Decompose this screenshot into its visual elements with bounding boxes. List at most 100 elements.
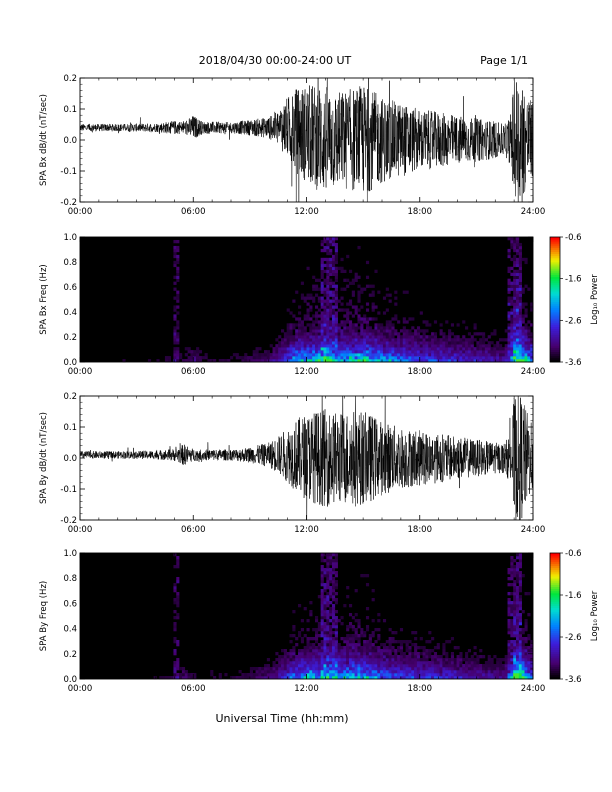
heatmap-cell xyxy=(411,664,415,668)
colorbar-segment xyxy=(550,611,560,615)
heatmap-cell xyxy=(516,574,520,578)
heatmap-cell xyxy=(314,670,319,674)
heatmap-cell xyxy=(428,335,432,339)
heatmap-cell xyxy=(476,332,480,336)
x-tick-label: 24:00 xyxy=(521,367,546,377)
heatmap-cell xyxy=(314,293,319,297)
heatmap-cell xyxy=(298,329,302,333)
heatmap-cell xyxy=(363,649,367,653)
x-tick-label: 18:00 xyxy=(408,684,433,694)
heatmap-cell xyxy=(518,275,522,279)
colorbar-segment xyxy=(550,670,560,674)
colorbar-segment xyxy=(550,607,560,611)
heatmap-cell xyxy=(391,649,395,653)
heatmap-cell xyxy=(326,338,330,342)
heatmap-cell xyxy=(348,658,353,662)
heatmap-cell xyxy=(507,622,511,626)
heatmap-cell xyxy=(445,673,449,677)
heatmap-cell xyxy=(300,344,304,348)
colorbar-segment xyxy=(550,666,560,669)
heatmap-cell xyxy=(482,359,486,363)
heatmap-cell xyxy=(442,667,446,671)
heatmap-cell xyxy=(436,356,440,360)
colorbar-segment xyxy=(550,253,560,257)
heatmap-cell xyxy=(312,335,316,339)
heatmap-cell xyxy=(317,628,321,632)
heatmap-cell xyxy=(467,341,472,345)
heatmap-cell xyxy=(354,353,358,357)
heatmap-cell xyxy=(298,311,302,315)
heatmap-cell xyxy=(351,664,355,668)
heatmap-cell xyxy=(331,559,336,563)
heatmap-cell xyxy=(513,329,517,333)
heatmap-cell xyxy=(317,296,321,300)
heatmap-cell xyxy=(382,655,387,659)
heatmap-cell xyxy=(320,338,324,342)
heatmap-cell xyxy=(348,350,353,354)
heatmap-cell xyxy=(411,652,415,656)
heatmap-cell xyxy=(402,661,406,665)
heatmap-cell xyxy=(516,296,520,300)
heatmap-cell xyxy=(337,356,341,360)
heatmap-cell xyxy=(422,649,426,653)
heatmap-cell xyxy=(414,350,418,354)
heatmap-cell xyxy=(371,332,375,336)
heatmap-cell xyxy=(388,326,392,330)
heatmap-cell xyxy=(490,347,494,351)
heatmap-cell xyxy=(408,356,412,360)
heatmap-cell xyxy=(326,580,330,584)
heatmap-cell xyxy=(343,338,347,342)
heatmap-cell xyxy=(329,634,333,638)
heatmap-cell xyxy=(527,350,531,354)
heatmap-cell xyxy=(507,302,511,306)
heatmap-cell xyxy=(470,676,474,680)
heatmap-cell xyxy=(295,673,299,677)
heatmap-cell xyxy=(518,646,522,650)
heatmap-cell xyxy=(306,664,310,668)
heatmap-cell xyxy=(473,353,477,357)
colorbar-segment xyxy=(550,618,560,621)
heatmap-cell xyxy=(470,667,474,671)
heatmap-cell xyxy=(298,634,302,638)
heatmap-cell xyxy=(334,329,338,333)
heatmap-cell xyxy=(320,353,324,357)
heatmap-cell xyxy=(510,272,514,276)
heatmap-cell xyxy=(425,655,429,659)
heatmap-cell xyxy=(380,661,384,665)
heatmap-cell xyxy=(329,290,333,294)
heatmap-cell xyxy=(331,335,336,339)
heatmap-cell xyxy=(298,604,302,608)
heatmap-cell xyxy=(300,661,304,665)
heatmap-cell xyxy=(442,649,446,653)
heatmap-cell xyxy=(278,353,282,357)
heatmap-cell xyxy=(298,356,302,360)
heatmap-cell xyxy=(184,359,188,363)
heatmap-cell xyxy=(496,664,500,668)
heatmap-cell xyxy=(173,652,177,656)
heatmap-cell xyxy=(323,601,327,605)
heatmap-cell xyxy=(173,326,177,330)
heatmap-cell xyxy=(312,344,316,348)
heatmap-cell xyxy=(314,356,319,360)
heatmap-cell xyxy=(482,344,486,348)
heatmap-cell xyxy=(490,667,494,671)
heatmap-cell xyxy=(388,661,392,665)
heatmap-cell xyxy=(385,353,389,357)
heatmap-cell xyxy=(493,359,497,363)
heatmap-cell xyxy=(448,350,452,354)
heatmap-cell xyxy=(380,326,384,330)
heatmap-cell xyxy=(411,673,415,677)
heatmap-cell xyxy=(348,326,353,330)
heatmap-cell xyxy=(323,598,327,602)
heatmap-cell xyxy=(340,308,344,312)
heatmap-cell xyxy=(365,616,370,620)
heatmap-cell xyxy=(329,664,333,668)
heatmap-cell xyxy=(399,664,404,668)
heatmap-cell xyxy=(507,290,511,294)
heatmap-cell xyxy=(340,658,344,662)
heatmap-cell xyxy=(513,272,517,276)
heatmap-cell xyxy=(436,643,440,647)
heatmap-cell xyxy=(433,332,438,336)
heatmap-cell xyxy=(331,272,336,276)
heatmap-cell xyxy=(490,673,494,677)
